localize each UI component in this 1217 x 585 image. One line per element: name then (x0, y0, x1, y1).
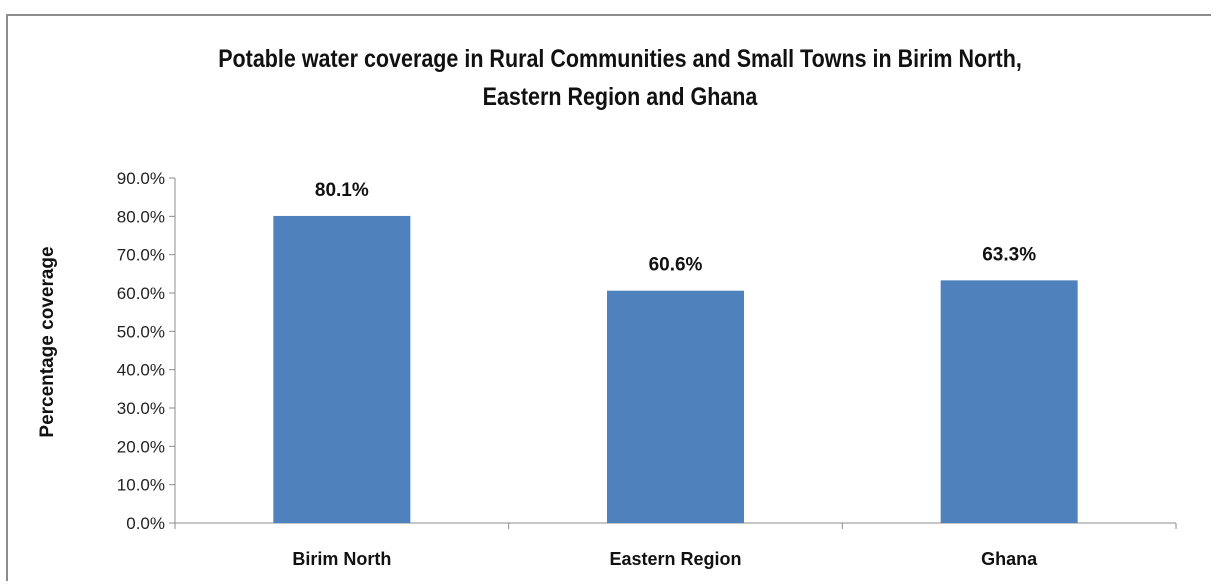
y-tick-label: 30.0% (117, 399, 165, 418)
chart-frame (6, 14, 1211, 581)
y-tick-label: 40.0% (117, 361, 165, 380)
y-tick-label: 60.0% (117, 284, 165, 303)
y-tick-label: 10.0% (117, 476, 165, 495)
bar-data-label: 63.3% (982, 244, 1036, 265)
x-category-label: Ghana (981, 549, 1038, 569)
y-tick-label: 90.0% (117, 169, 165, 188)
y-tick-label: 0.0% (126, 514, 165, 533)
x-category-label: Birim North (292, 549, 391, 569)
y-tick-label: 80.0% (117, 207, 165, 226)
x-category-label: Eastern Region (609, 549, 741, 569)
bar-data-label: 80.1% (315, 180, 369, 201)
bar (607, 290, 744, 523)
bar (940, 280, 1078, 523)
chart-title: Potable water coverage in Rural Communit… (87, 40, 1153, 116)
y-tick-label: 50.0% (117, 322, 165, 341)
bar-data-label: 60.6% (649, 255, 703, 276)
bar (273, 215, 411, 523)
y-tick-label: 20.0% (117, 437, 165, 456)
y-tick-label: 70.0% (117, 246, 165, 265)
chart-title-line-1: Potable water coverage in Rural Communit… (218, 45, 1022, 73)
chart-title-line-2: Eastern Region and Ghana (482, 83, 758, 111)
